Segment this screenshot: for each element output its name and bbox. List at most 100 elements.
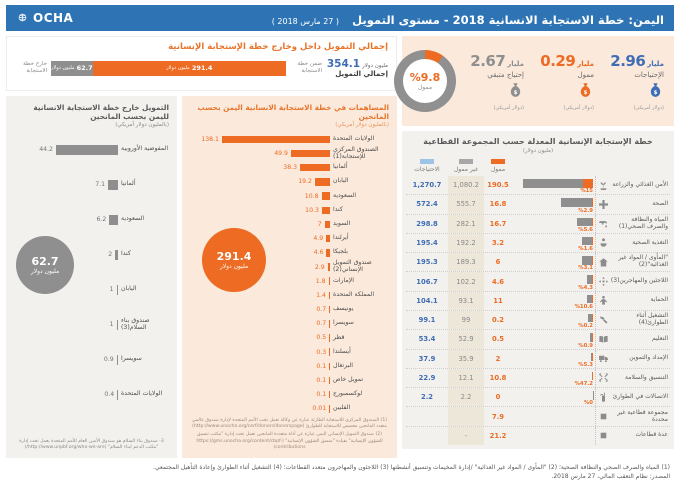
page-footnotes: (1) المياه والصرف الصحي والنظافة الصحية؛… [10,464,670,480]
unfunded-value: 12.1 [448,368,484,388]
donor-label: المملكة المتحدة [333,290,375,298]
donor-bar [327,263,330,271]
donor-value: 0.1 [316,377,327,384]
donor-value: 0.5 [316,334,327,342]
funded-value: 16.7 [489,219,507,228]
report-date: ( 27 مارس 2018 ) [271,16,340,26]
donor-value: 0.1 [316,362,327,370]
requirements-value: 99.1 [418,316,436,325]
donor-bar [116,354,118,365]
funded-percentage: %3.1 [578,265,593,272]
sector-row: الأمن الغذائي والزراعة %15 190.5 1,080.2 1,2… [406,176,670,195]
donor-bar [329,334,330,342]
unfunded-bar-segment [523,179,583,188]
donor-label: ألمانيا [333,163,348,171]
funded-bar-segment [582,179,593,188]
donor-label: تمويل خاص [333,376,364,384]
unfunded-bar-segment [590,352,592,362]
sector-name: مجموعة قطاعية غير محددة [617,408,668,423]
funded-percentage: %15 [580,188,593,195]
stat-unit: مليار [577,59,594,68]
sector-name: التعليم [652,334,668,342]
requirements-value [406,407,448,425]
funded-value: 0.5 [491,335,505,344]
health-icon [596,195,610,213]
sector-name: الصحة [652,199,668,207]
funding-stats-card: مليار 2.96 الإحتياجات $ (دولار أمريكي) مليار 0… [394,36,674,126]
donor-row: قطر 0.5 [190,331,389,345]
refugees-icon [596,272,610,290]
employment-icon [596,311,610,329]
donor-row: المملكة المتحدة 1.4 [190,288,389,302]
sector-name: الحماية [650,296,668,304]
donor-row: اليابان 19.2 [190,175,389,189]
funded-percentage: %47.2 [574,381,593,388]
donor-value: 138.1 [201,135,219,143]
donor-bar [222,135,330,144]
donor-row: ألمانيا 7.1 [14,167,169,202]
donor-bar [328,291,330,300]
outside-plan-donor-rows: المفوضية الأوروبية 44.2 ألمانيا 7.1 السعودية… [14,132,169,412]
svg-text:$: $ [514,89,518,95]
donor-row: أيسلندا 0.3 [190,345,389,359]
donor-label: السعودية [333,191,357,199]
donor-row: ألمانيا 38.3 [190,161,389,175]
donor-value: 0.7 [316,320,327,328]
donor-value: 6.2 [96,216,107,224]
donor-label: اليابان [121,285,137,293]
donor-row: كندا 10.3 [190,203,389,217]
donor-label: أيرلندا [333,234,349,242]
funded-bar-segment [591,217,593,227]
donor-row: السعودية 10.8 [190,189,389,203]
shelter-icon [596,253,610,271]
outside-plan-donors-subtitle: (بالمليون دولار أمريكي) [115,122,169,129]
donor-row: السويد 7 [190,217,389,231]
donor-label: الولايات المتحدة [121,390,163,398]
unfunded-value: 35.9 [448,349,484,368]
cerf-footnote: (1) الصندوق المركزي للاستجابة الطارئة عب… [191,417,388,430]
stat-label: ممول [577,70,595,79]
sector-table-subtitle: (مليون دولار) [522,148,554,154]
donor-row: البرتغال 0.1 [190,359,389,373]
donor-row: اليابان 1 [14,272,169,307]
unfunded-bar-segment [587,313,592,323]
donor-label: الصندوق المركزي للإستجابة(1) [333,145,379,160]
inside-plan-total-value: 291.4 [216,250,252,263]
donor-label: قطر [333,333,345,341]
funded-percentage: %0 [584,400,593,407]
stat-label: الإحتياجات [634,70,664,79]
donor-bar [315,178,330,186]
page-title-group: اليمن: خطة الاستجابة الانسانية 2018 - مس… [272,9,664,28]
coordination-icon [596,369,610,387]
page-title: اليمن: خطة الاستجابة الانسانية 2018 - مس… [352,12,664,27]
stat-value: 2.96 [610,51,646,70]
donor-bar [329,348,330,356]
unfunded-bar-segment [590,333,592,342]
stat-value: 0.29 [540,51,576,70]
inside-plan-total-unit: مليون دولار [219,263,249,270]
donor-bar [290,149,330,158]
donut-center: %9.8 ممول [403,59,447,103]
sector-legend: ممول غير ممول الاحتياجات [406,159,670,176]
protection-icon [596,292,610,310]
donor-value: 38.3 [283,164,298,172]
donor-value: 10.8 [304,192,319,200]
donor-row: الصندوق المركزي للإستجابة(1) 49.9 [190,146,389,160]
sector-bar [582,256,593,265]
unfunded-value: 102.2 [448,272,484,291]
donor-row: سويسرا 0.7 [190,317,389,331]
sector-footnotes: (1) المياه والصرف الصحي والنظافة الصحية؛… [153,463,670,471]
sector-bar [576,217,593,227]
inside-plan-segment: 291.4 مليون دولار [92,60,286,76]
donor-value: 0.3 [316,348,327,356]
header-bar: اليمن: خطة الاستجابة الانسانية 2018 - مس… [6,5,674,31]
sector-row: الإمداد والتموين %5.3 2 35.9 37.9 [406,348,670,368]
donor-row: تمويل خاص 0.1 [190,373,389,387]
inside-plan-donors-subtitle: (بالمليون دولار أمريكي) [335,122,389,129]
inside-plan-donors-card: المساهمات في خطة الاستجابة الانسانية الي… [182,96,397,458]
legend-swatch [420,159,434,164]
square-icon [596,427,610,445]
stat-card: مليار 0.29 ممول $ (دولار أمريكي) [534,52,594,111]
legend-item: ممول [484,159,512,173]
